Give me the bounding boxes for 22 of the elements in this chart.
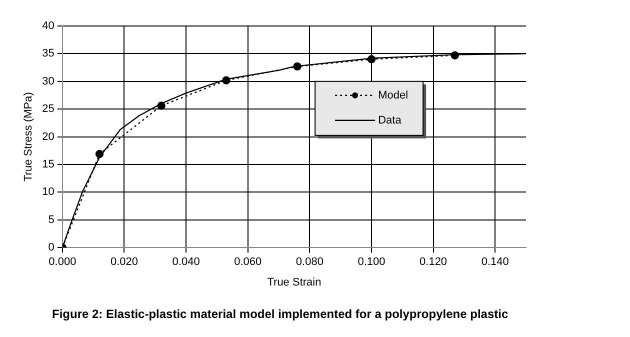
legend-label: Data [378,114,402,126]
y-tick-label: 5 [48,214,54,226]
y-tick-label: 15 [42,158,54,171]
y-tick-label: 35 [42,48,54,60]
x-axis-title: True Strain [267,276,322,288]
x-tick-label: 0.020 [110,256,138,268]
x-tick-label: 0.140 [481,256,509,268]
y-axis-title: True Stress (MPa) [22,92,35,182]
y-tick-label: 10 [42,186,54,198]
y-tick-label: 30 [42,75,54,88]
y-tick-label: 40 [42,20,54,32]
x-tick-label: 0.080 [296,256,324,268]
legend-label: Model [378,89,408,102]
x-tick-label: 0.060 [234,256,262,268]
text: Figure 2: Elastic-plastic material model implemented for a polypropylene plastic [52,307,510,321]
y-tick-label: 0 [48,242,54,254]
x-tick-label: 0.100 [358,256,386,268]
x-tick-label: 0.120 [420,256,448,268]
x-tick-label: 0.040 [172,256,200,268]
x-tick-label: 0.000 [48,256,76,268]
y-tick-label: 25 [42,103,54,116]
y-tick-label: 20 [42,130,54,143]
